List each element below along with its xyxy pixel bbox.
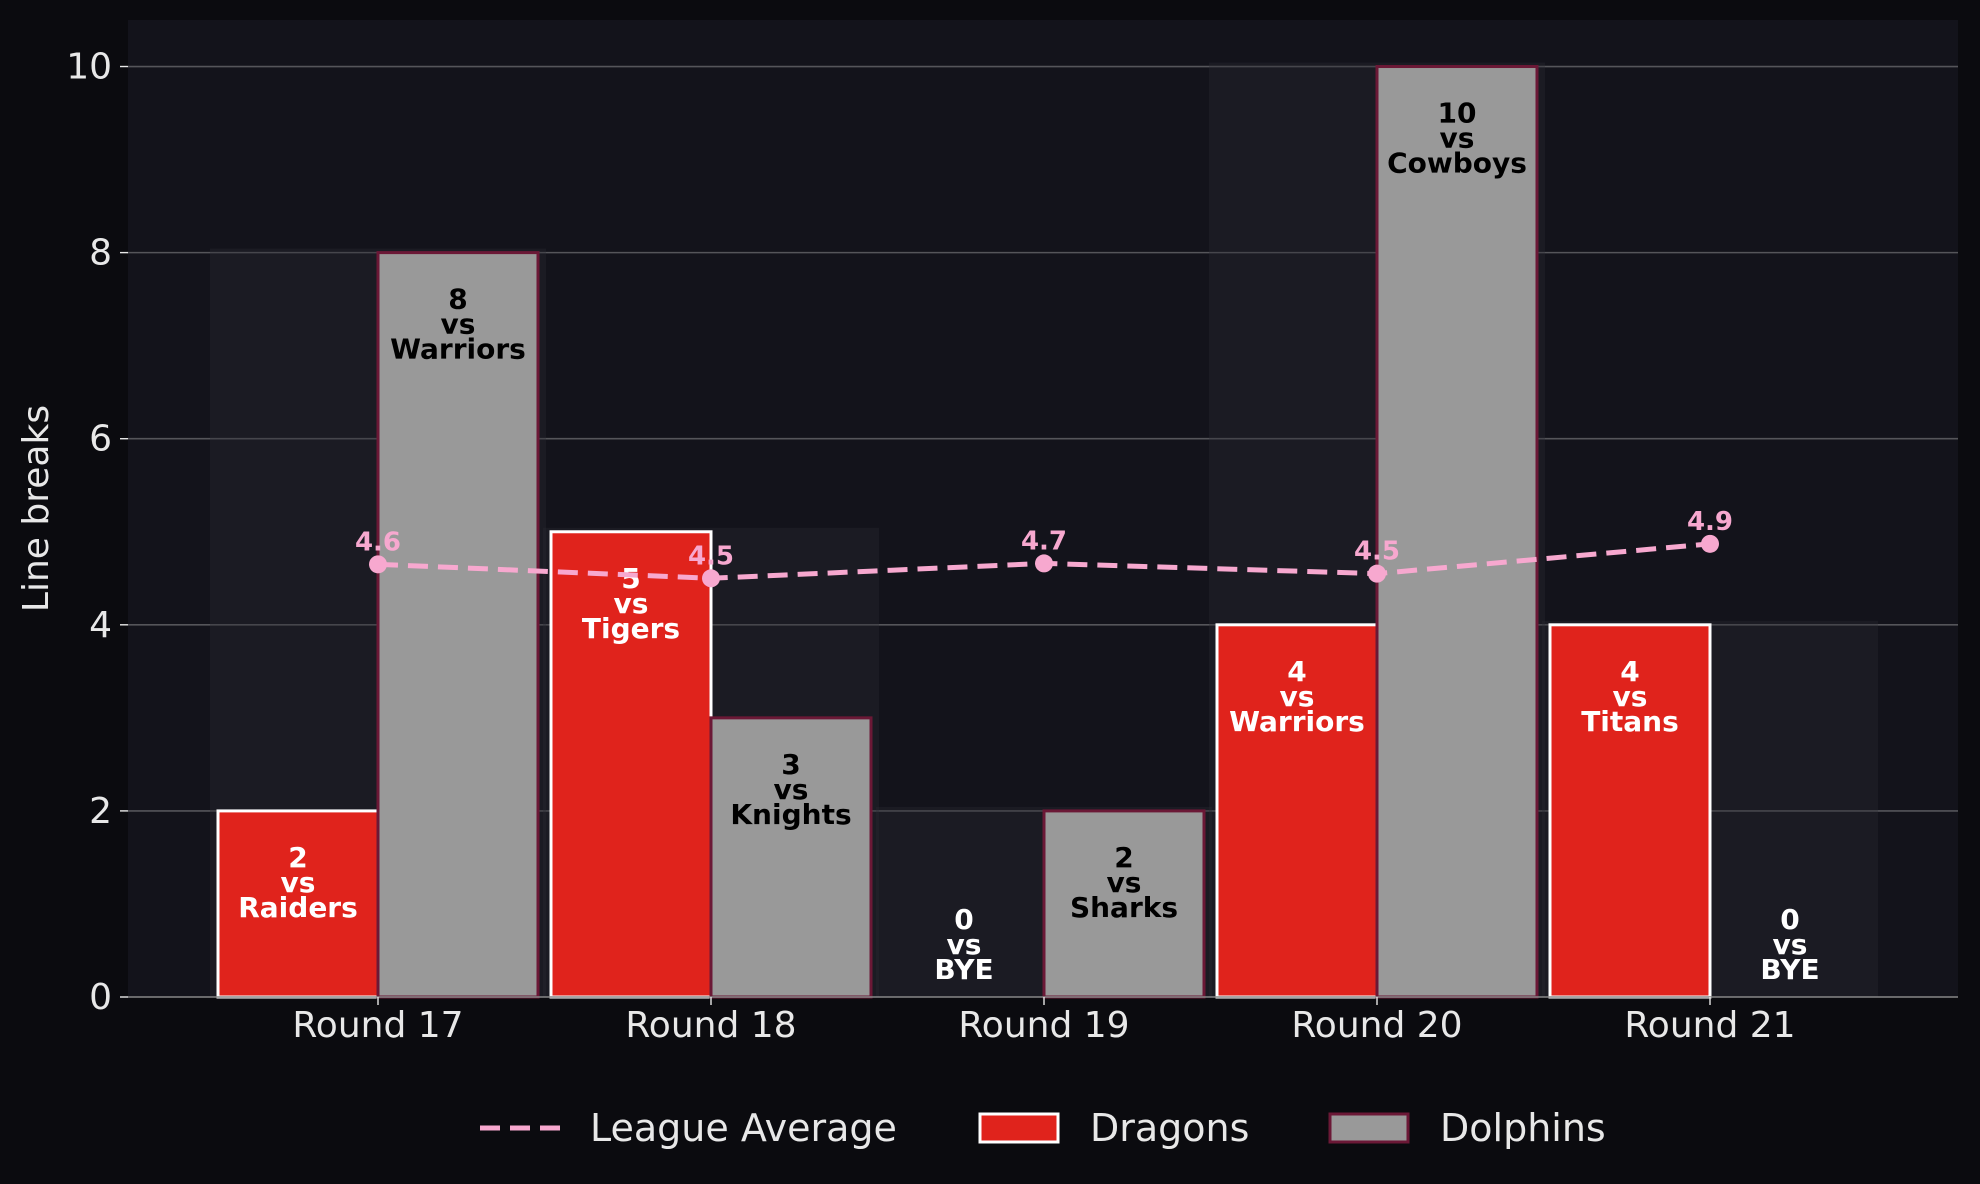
point-league-average-round-20: [1368, 564, 1386, 583]
y-axis-label: Line breaks: [16, 405, 57, 612]
bar-label-dolphins-round-19-line3: Sharks: [1070, 891, 1178, 924]
bar-label-dolphins-round-20-line1: 10: [1438, 97, 1477, 130]
point-league-average-round-21: [1701, 534, 1719, 553]
bar-dragons-round-18: [549, 530, 713, 999]
bar-label-dolphins-round-21-line2: vs: [1773, 928, 1808, 961]
bar-label-dolphins-round-17-line3: Warriors: [390, 333, 526, 366]
y-tick-label-0: 0: [89, 977, 112, 1018]
bar-label-dragons-round-19-line1: 0: [954, 903, 973, 936]
point-label-league-average-round-19: 4.7: [1021, 526, 1067, 556]
point-league-average-round-18: [702, 569, 720, 588]
bar-label-dragons-round-21-line2: vs: [1613, 680, 1648, 713]
bar-label-dragons-round-20-line1: 4: [1287, 655, 1306, 688]
legend-label-league-average: League Average: [590, 1106, 897, 1150]
point-label-league-average-round-18: 4.5: [688, 541, 734, 571]
bar-label-dolphins-round-19-line2: vs: [1107, 866, 1142, 899]
legend-swatch-dragons: [978, 1112, 1060, 1144]
bar-label-dragons-round-19-line2: vs: [947, 928, 982, 961]
x-tick-label-round-21: Round 21: [1624, 1005, 1795, 1046]
point-label-league-average-round-17: 4.6: [355, 527, 401, 557]
bar-label-dragons-round-17-line3: Raiders: [238, 891, 358, 924]
bar-label-dragons-round-17-line2: vs: [281, 866, 316, 899]
bar-dragons-round-21: [1548, 623, 1712, 999]
bar-dragons-round-20: [1215, 623, 1379, 999]
bar-label-dragons-round-21-line3: Titans: [1581, 705, 1679, 738]
bar-label-dolphins-round-20-line3: Cowboys: [1387, 147, 1527, 180]
bar-label-dolphins-round-21-line3: BYE: [1760, 953, 1819, 986]
bar-label-dragons-round-21-line1: 4: [1620, 655, 1639, 688]
bar-dolphins-round-18: [709, 716, 873, 999]
point-label-league-average-round-20: 4.5: [1354, 537, 1400, 567]
legend-label-dragons: Dragons: [1090, 1106, 1249, 1150]
bar-label-dolphins-round-17-line2: vs: [441, 308, 476, 341]
bar-label-dragons-round-20-line2: vs: [1280, 680, 1315, 713]
bar-label-dolphins-round-20-line2: vs: [1440, 122, 1475, 155]
legend-label-dolphins: Dolphins: [1440, 1106, 1606, 1150]
x-tick-label-round-19: Round 19: [958, 1005, 1129, 1046]
bar-label-dolphins-round-19-line1: 2: [1114, 841, 1133, 874]
y-tick-label-10: 10: [66, 47, 112, 88]
bar-label-dragons-round-20-line3: Warriors: [1229, 705, 1365, 738]
bar-label-dolphins-round-18-line3: Knights: [730, 798, 851, 831]
y-tick-label-4: 4: [89, 605, 112, 646]
bar-dragons-round-17: [216, 809, 380, 999]
bar-label-dragons-round-17-line1: 2: [288, 841, 307, 874]
x-tick-label-round-20: Round 20: [1291, 1005, 1462, 1046]
y-tick-label-8: 8: [89, 233, 112, 274]
bar-label-dragons-round-19-line3: BYE: [934, 953, 993, 986]
legend-swatch-dolphins: [1328, 1112, 1410, 1144]
bar-label-dragons-round-18-line3: Tigers: [582, 612, 680, 645]
bar-dolphins-round-20: [1375, 65, 1539, 999]
y-tick-label-6: 6: [89, 419, 112, 460]
bar-label-dolphins-round-18-line2: vs: [774, 773, 809, 806]
bar-label-dolphins-round-18-line1: 3: [781, 748, 800, 781]
bar-label-dragons-round-18-line1: 5: [621, 562, 640, 595]
bar-label-dragons-round-18-line2: vs: [614, 587, 649, 620]
bar-label-dolphins-round-21-line1: 0: [1780, 903, 1799, 936]
y-tick-label-2: 2: [89, 791, 112, 832]
x-tick-label-round-17: Round 17: [292, 1005, 463, 1046]
point-league-average-round-19: [1035, 554, 1053, 573]
bar-label-dolphins-round-17-line1: 8: [448, 283, 467, 316]
point-league-average-round-17: [369, 555, 387, 574]
x-tick-label-round-18: Round 18: [625, 1005, 796, 1046]
point-label-league-average-round-21: 4.9: [1687, 507, 1733, 537]
